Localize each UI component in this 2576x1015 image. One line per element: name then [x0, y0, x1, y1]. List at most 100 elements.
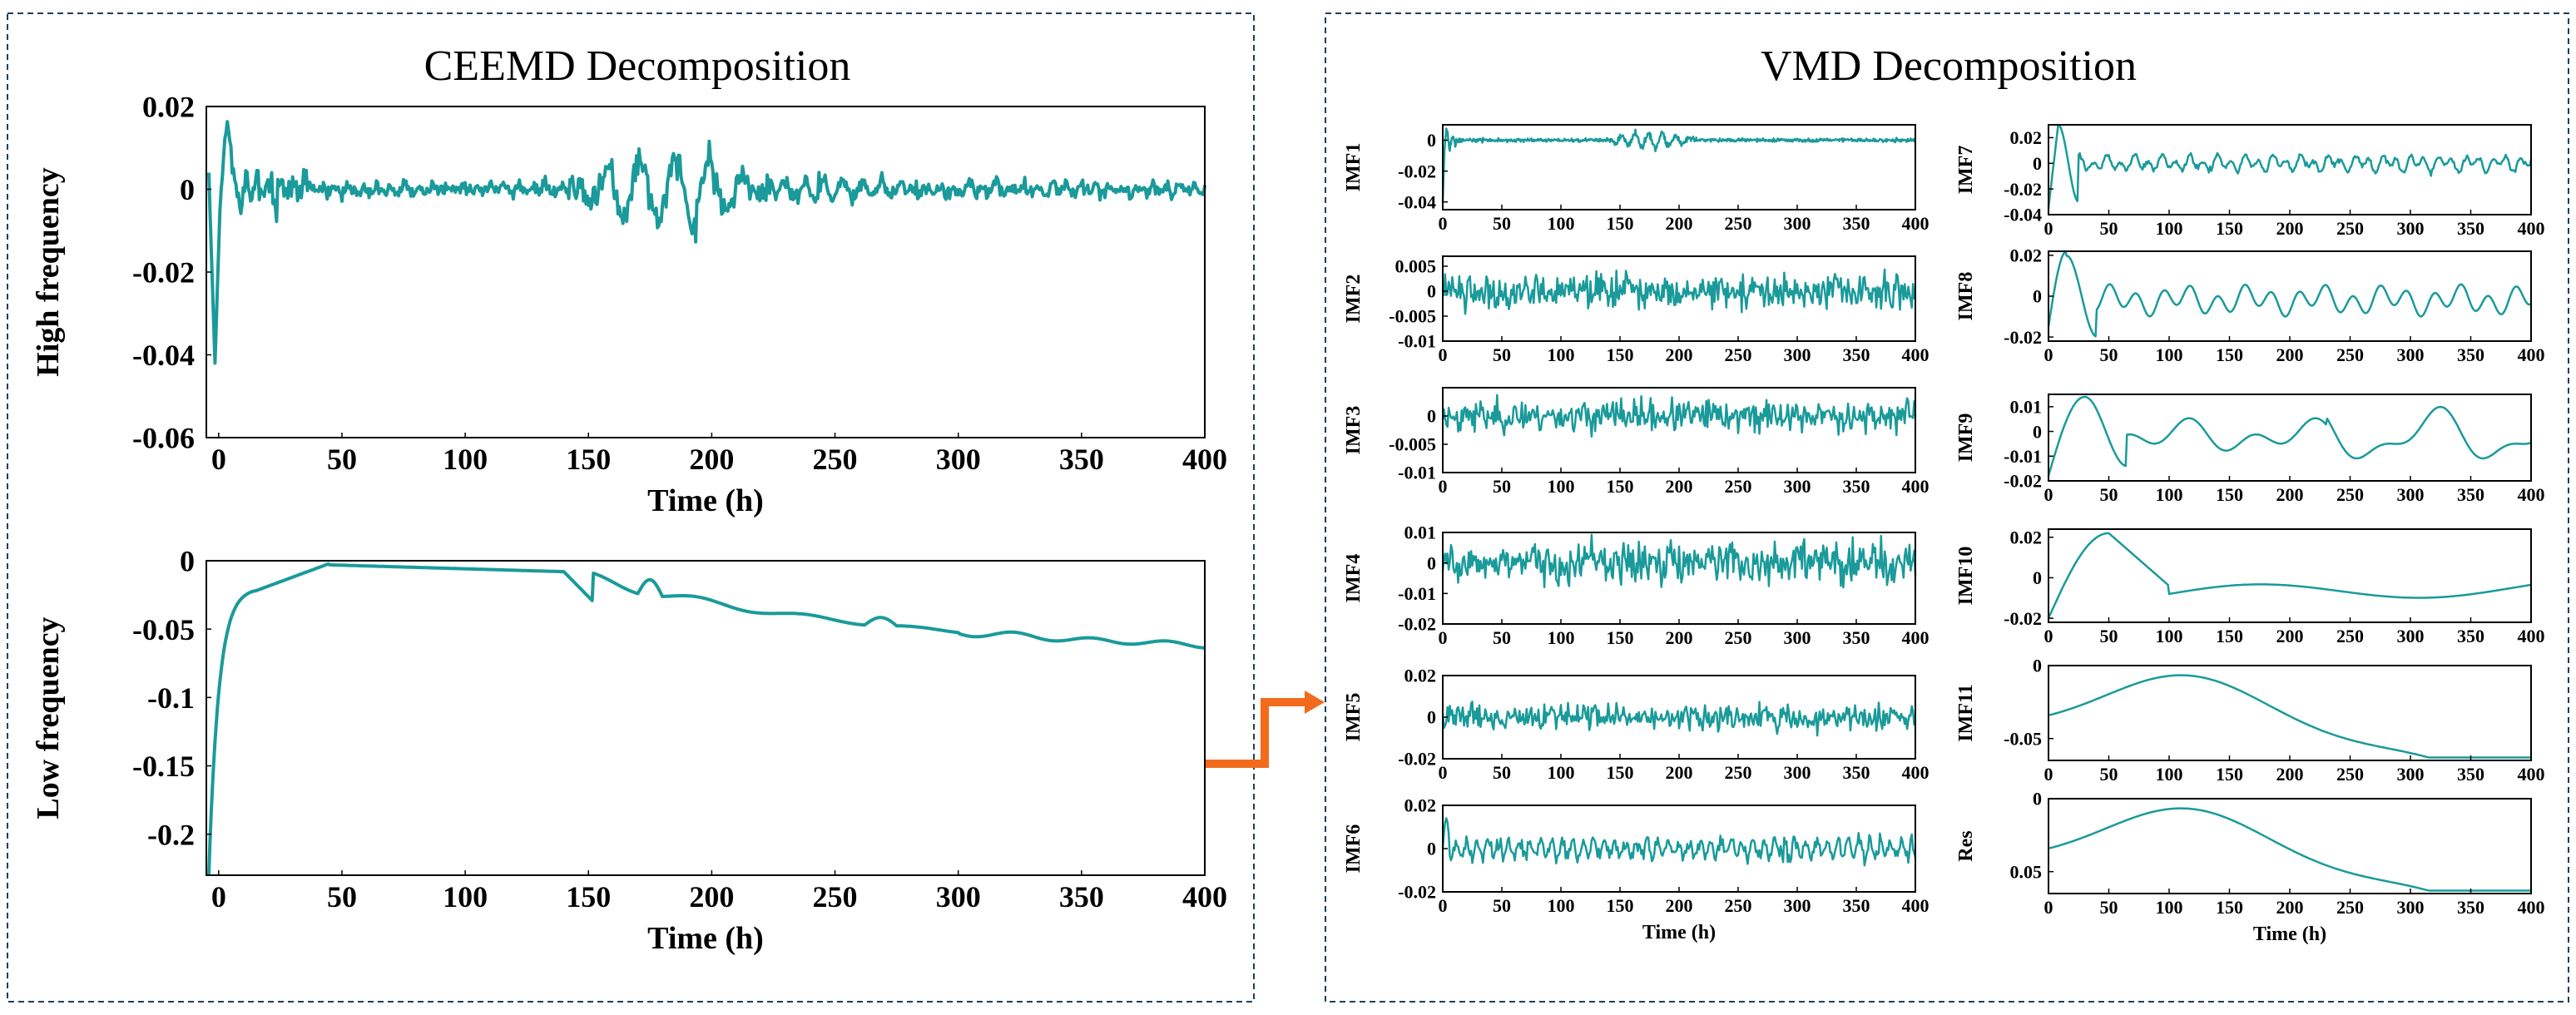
- plot-frame-imf8: [2048, 250, 2532, 342]
- x-tick-label: 100: [1548, 476, 1575, 497]
- series-line-imf9: [2047, 395, 2532, 477]
- series-line-imf11: [2048, 674, 2531, 759]
- y-tick-label: 0: [1427, 839, 1436, 859]
- x-tick-label: 50: [2100, 218, 2118, 239]
- y-tick-label: -0.02: [132, 256, 195, 290]
- x-tick-label: 300: [2397, 626, 2425, 646]
- y-axis-label: IMF3: [1343, 406, 1365, 455]
- x-tick-label: 200: [2276, 626, 2304, 646]
- plot-frame-imf9: [2048, 394, 2532, 482]
- y-tick-label: -0.05: [2004, 728, 2042, 749]
- x-tick-label: 400: [2518, 218, 2545, 239]
- x-tick-label: 0: [1439, 895, 1448, 916]
- x-tick-label: 0: [2044, 897, 2053, 918]
- x-tick-label: 400: [1902, 476, 1930, 497]
- x-tick-label: 300: [1784, 895, 1811, 916]
- x-tick-label: 150: [2216, 484, 2243, 505]
- y-tick-label: -0.02: [1398, 614, 1436, 635]
- y-tick-label: -0.005: [1389, 306, 1436, 327]
- x-tick-label: 300: [2397, 764, 2425, 785]
- x-tick-label: 0: [2044, 344, 2053, 365]
- x-axis-label: Time (h): [2253, 923, 2326, 945]
- y-tick-label: 0: [1427, 281, 1436, 302]
- x-tick-label: 400: [1902, 627, 1930, 648]
- x-tick-label: 400: [1902, 895, 1930, 916]
- y-tick-label: -0.04: [2004, 205, 2042, 225]
- y-tick-label: -0.15: [132, 750, 195, 783]
- x-tick-label: 350: [1843, 627, 1870, 648]
- y-tick-label: 0: [1427, 406, 1436, 427]
- y-tick-label: -0.01: [2004, 446, 2042, 467]
- x-tick-label: 250: [1725, 213, 1752, 234]
- x-tick-label: 100: [1548, 627, 1575, 648]
- x-tick-label: 250: [1725, 762, 1752, 783]
- x-tick-label: 0: [1439, 762, 1448, 783]
- x-tick-label: 150: [1607, 627, 1634, 648]
- x-tick-label: 250: [1725, 476, 1752, 497]
- x-tick-label: 150: [1607, 762, 1634, 783]
- y-tick-label: 0.005: [1395, 256, 1437, 277]
- x-tick-label: 100: [1548, 895, 1575, 916]
- x-tick-label: 250: [1725, 895, 1752, 916]
- x-tick-label: 250: [813, 880, 858, 914]
- x-tick-label: 300: [1784, 762, 1811, 783]
- x-tick-label: 350: [1059, 443, 1104, 476]
- y-tick-label: -0.02: [2004, 471, 2042, 492]
- y-tick-label: 0: [2033, 789, 2042, 810]
- x-tick-label: 350: [1843, 895, 1870, 916]
- vmd-panel-frame: [1325, 12, 2569, 1003]
- x-tick-label: 50: [1493, 476, 1511, 497]
- y-tick-label: -0.1: [147, 681, 195, 715]
- y-axis-label: Low frequency: [31, 616, 66, 819]
- x-tick-label: 0: [1439, 627, 1448, 648]
- y-tick-label: -0.01: [1398, 463, 1436, 483]
- x-tick-label: 400: [2518, 897, 2545, 918]
- x-tick-label: 150: [1607, 895, 1634, 916]
- x-tick-label: 200: [689, 880, 734, 914]
- x-tick-label: 200: [2276, 344, 2304, 365]
- x-tick-label: 50: [1493, 895, 1511, 916]
- x-tick-label: 100: [1548, 213, 1575, 234]
- x-tick-label: 350: [2457, 344, 2484, 365]
- x-tick-label: 200: [1666, 476, 1693, 497]
- x-tick-label: 350: [1059, 880, 1104, 914]
- y-tick-label: -0.04: [132, 339, 195, 372]
- x-tick-label: 250: [2336, 764, 2364, 785]
- y-tick-label: -0.05: [132, 613, 195, 646]
- y-axis-label: IMF6: [1343, 824, 1365, 874]
- x-tick-label: 100: [2156, 764, 2183, 785]
- x-tick-label: 100: [443, 443, 488, 476]
- series-line-imf5: [1441, 701, 1917, 737]
- x-tick-label: 250: [2336, 897, 2364, 918]
- chart-imf9: 0 50 100 150 200 250 300 350 4000.010-0.01-0.02I…: [1955, 394, 2545, 505]
- y-tick-label: -0.005: [1389, 434, 1436, 455]
- x-tick-label: 250: [2336, 484, 2364, 505]
- y-tick-label: -0.06: [132, 422, 195, 455]
- x-tick-label: 300: [1784, 344, 1811, 365]
- x-tick-label: 200: [2276, 484, 2304, 505]
- x-tick-label: 250: [1725, 344, 1752, 365]
- x-tick-label: 350: [1843, 762, 1870, 783]
- x-tick-label: 50: [1493, 627, 1511, 648]
- x-tick-label: 100: [1548, 762, 1575, 783]
- x-tick-label: 200: [2276, 764, 2304, 785]
- vmd-panel-title: VMD Decomposition: [1761, 42, 2137, 90]
- x-tick-label: 200: [1666, 213, 1693, 234]
- y-tick-label: 0: [1427, 707, 1436, 728]
- x-tick-label: 0: [1439, 213, 1448, 234]
- x-tick-label: 0: [1439, 476, 1448, 497]
- x-tick-label: 200: [689, 443, 734, 476]
- x-tick-label: 300: [1784, 213, 1811, 234]
- plot-frame-hf: [206, 106, 1206, 438]
- y-axis-label: IMF5: [1343, 693, 1365, 742]
- x-tick-label: 0: [2044, 484, 2053, 505]
- x-tick-label: 200: [1666, 627, 1693, 648]
- y-tick-label: 0.02: [1404, 666, 1437, 686]
- x-tick-label: 350: [2457, 484, 2484, 505]
- series-line-imf8: [2047, 250, 2532, 338]
- x-tick-label: 250: [1725, 627, 1752, 648]
- x-tick-label: 350: [2457, 897, 2484, 918]
- x-tick-label: 150: [2216, 897, 2243, 918]
